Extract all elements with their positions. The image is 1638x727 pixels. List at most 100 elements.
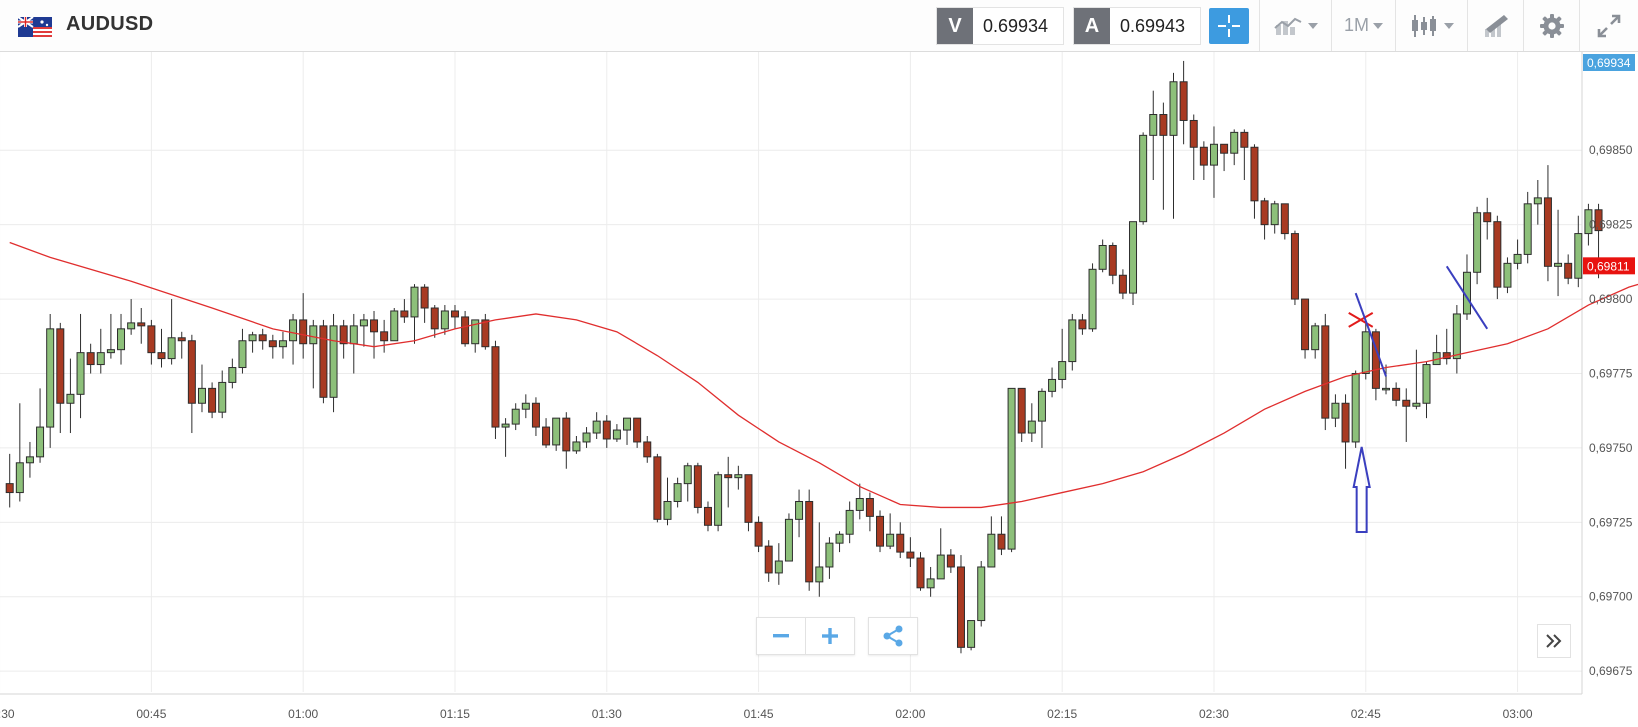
candle [1189, 114, 1198, 180]
fullscreen-button[interactable] [1579, 0, 1638, 51]
indicators-button[interactable] [1259, 0, 1331, 51]
candle-body [177, 337, 186, 342]
crosshair-button[interactable] [1209, 8, 1249, 44]
candle-body [542, 426, 551, 446]
candle [1311, 322, 1320, 359]
candle [339, 319, 348, 359]
candle-body [1088, 268, 1097, 330]
candle-body [400, 310, 409, 318]
time-tick-label: 03:00 [1503, 707, 1533, 721]
timeframe-dropdown[interactable]: 1M [1331, 0, 1395, 51]
candle [936, 528, 945, 580]
candle [683, 462, 692, 502]
drawing-tool-button[interactable] [1467, 0, 1523, 51]
price-chart[interactable]: 0,69850 0,69825 0,69800 0,69775 0,69750 0,697… [0, 52, 1638, 727]
candle [1290, 230, 1299, 306]
candle-body [1139, 134, 1148, 223]
plus-icon [822, 628, 838, 644]
candle-body [795, 500, 804, 520]
candle [177, 331, 186, 359]
candle [542, 418, 551, 448]
candle [410, 284, 419, 344]
candle-body [977, 566, 986, 622]
candle [1240, 129, 1249, 180]
candle-body [1442, 352, 1451, 360]
candle-body [1189, 119, 1198, 148]
zoom-out-button[interactable] [757, 618, 805, 654]
candle-body [96, 352, 105, 366]
candle-body [197, 387, 206, 404]
candle [117, 313, 126, 365]
candle-body [926, 578, 935, 589]
candle [1554, 209, 1563, 297]
candle-body [420, 286, 429, 309]
candle [805, 489, 814, 591]
candle-body [1027, 420, 1036, 434]
candle [96, 328, 105, 374]
candle-body [127, 322, 136, 330]
candle [693, 462, 702, 514]
candle [653, 453, 662, 523]
candle [197, 364, 206, 413]
candle [289, 313, 298, 365]
time-tick-label: 00:30 [0, 707, 15, 721]
candle [147, 319, 156, 365]
candle [319, 319, 328, 404]
candle [450, 305, 459, 329]
candle-body [886, 533, 895, 547]
candle-type-button[interactable] [1395, 0, 1467, 51]
candle-body [987, 533, 996, 568]
candle-body [1412, 402, 1421, 407]
instrument-symbol[interactable]: AUDUSD [66, 13, 154, 35]
time-tick-label: 00:45 [136, 707, 166, 721]
candle [835, 531, 844, 553]
candle [724, 456, 733, 508]
candle-body [784, 518, 793, 562]
candle-body [1108, 244, 1117, 276]
candle [329, 313, 338, 413]
candle [1462, 254, 1471, 320]
candle-body [896, 533, 905, 553]
candle-body [66, 393, 75, 404]
candle [471, 319, 480, 353]
scroll-to-latest-button[interactable] [1537, 624, 1571, 658]
candle [916, 552, 925, 591]
share-button[interactable] [868, 617, 918, 655]
candle-body [916, 557, 925, 589]
candle-body [46, 328, 55, 428]
candle [36, 388, 45, 463]
candle-body [835, 533, 844, 544]
moving-average-badge-text: 0,69811 [1587, 259, 1630, 273]
time-tick-label: 01:45 [744, 707, 774, 721]
sell-price-button[interactable]: V 0.69934 [936, 7, 1064, 45]
candle [714, 471, 723, 532]
candle [1392, 382, 1401, 407]
price-tick-label: 0,69700 [1589, 590, 1633, 604]
candle-body [623, 417, 632, 431]
buy-price-button[interactable]: A 0.69943 [1073, 7, 1201, 45]
candle [1139, 132, 1148, 225]
current-price-badge: 0,69934 [1583, 54, 1635, 71]
candle-body [339, 325, 348, 345]
candle [531, 397, 540, 436]
candle-body [1199, 146, 1208, 166]
settings-button[interactable] [1523, 0, 1579, 51]
candle-body [1280, 203, 1289, 235]
zoom-in-button[interactable] [805, 618, 854, 654]
candle-body [764, 545, 773, 574]
zoom-controls [756, 617, 855, 655]
candle-body [845, 509, 854, 535]
candle-body [1037, 390, 1046, 422]
time-tick-label: 02:30 [1199, 707, 1229, 721]
candle [1088, 263, 1097, 332]
candle [86, 343, 95, 374]
candle-body [1290, 233, 1299, 300]
chevron-down-icon [1373, 22, 1383, 29]
candle-body [805, 500, 814, 583]
candle-body [1402, 399, 1411, 407]
candle [977, 561, 986, 627]
candle [1483, 197, 1492, 240]
australia-flag-icon [18, 17, 52, 37]
candle [1402, 388, 1411, 442]
candle [946, 549, 955, 573]
